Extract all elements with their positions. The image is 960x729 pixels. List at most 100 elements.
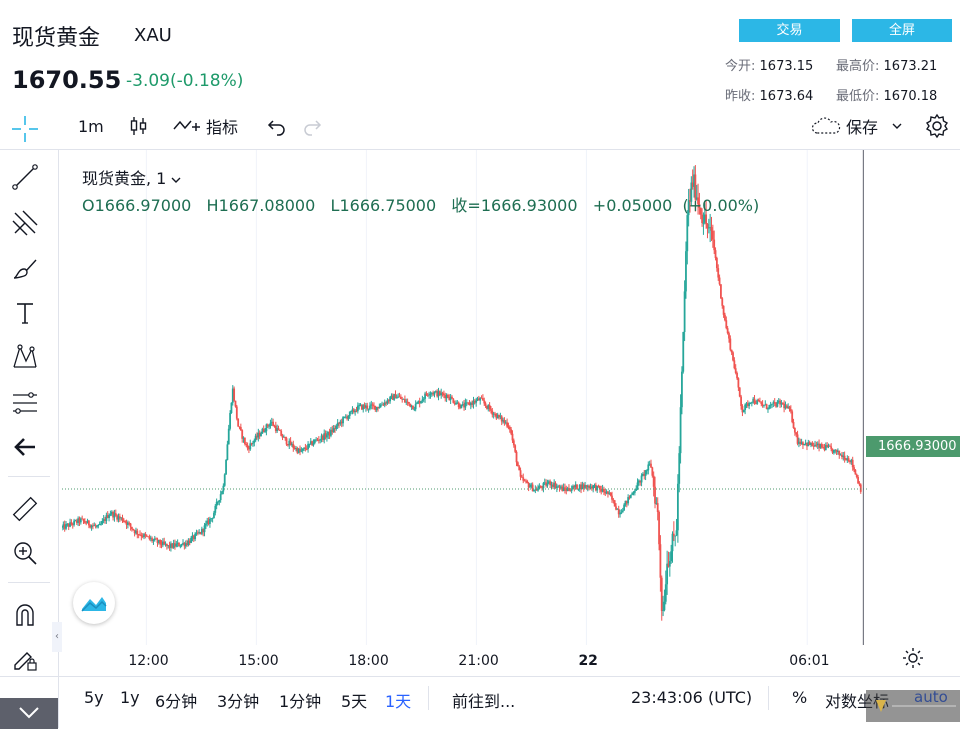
candle: [568, 484, 570, 492]
candle: [737, 377, 740, 392]
candle: [257, 428, 260, 442]
candle: [570, 485, 573, 494]
crosshair-icon: [12, 116, 38, 142]
time-axis-settings[interactable]: [902, 647, 924, 669]
candle: [581, 481, 584, 490]
candle: [438, 390, 441, 396]
range-1min[interactable]: 1分钟: [279, 692, 322, 711]
zoom-tool[interactable]: [8, 536, 42, 570]
collapse-handle[interactable]: ‹: [52, 622, 62, 652]
tool-divider: [8, 476, 50, 477]
candle: [307, 441, 309, 453]
candle: [754, 400, 757, 405]
candle: [808, 440, 811, 446]
candle: [717, 264, 720, 281]
candle: [62, 521, 65, 530]
candle: [736, 371, 738, 380]
legend-symbol[interactable]: 现货黄金, 1: [82, 165, 181, 189]
candle: [846, 455, 849, 463]
candle: [709, 213, 712, 243]
candle: [718, 274, 721, 286]
candle: [250, 442, 253, 446]
text-tool[interactable]: [8, 296, 42, 330]
range-1d[interactable]: 1天: [385, 692, 412, 711]
candle: [96, 524, 98, 529]
candle: [331, 425, 334, 435]
settings-button[interactable]: [924, 113, 950, 139]
candle: [410, 404, 413, 410]
candle: [194, 532, 197, 542]
candle: [500, 414, 503, 426]
candle: [588, 484, 591, 491]
candle: [738, 387, 741, 398]
candle: [447, 393, 449, 399]
watermark-badge-icon: [876, 700, 956, 712]
candle: [506, 418, 509, 429]
utc-clock[interactable]: 23:43:06 (UTC): [631, 688, 753, 707]
instrument-symbol: XAU: [134, 25, 172, 46]
lock-drawings-tool[interactable]: [8, 642, 42, 676]
trend-line-tool[interactable]: [8, 160, 42, 194]
candle: [311, 440, 314, 447]
candle: [188, 538, 191, 546]
save-button[interactable]: 保存: [810, 113, 902, 139]
candle: [379, 403, 382, 408]
range-1y[interactable]: 1y: [120, 688, 140, 707]
candle: [254, 433, 257, 442]
candle: [742, 409, 745, 413]
candle: [77, 516, 80, 527]
candle: [554, 481, 557, 489]
percent-toggle[interactable]: %: [792, 688, 808, 707]
undo-button[interactable]: [266, 113, 288, 139]
trade-button[interactable]: 交易: [739, 19, 840, 42]
candle: [141, 533, 144, 539]
range-5d[interactable]: 5天: [341, 692, 368, 711]
range-6min[interactable]: 6分钟: [155, 692, 198, 711]
interval-button[interactable]: 1m: [78, 116, 104, 136]
candle: [472, 396, 475, 409]
candle: [783, 400, 786, 413]
crosshair-tool[interactable]: [8, 112, 42, 146]
range-3min[interactable]: 3分钟: [217, 692, 260, 711]
pattern-tool[interactable]: [8, 340, 42, 374]
candle: [118, 513, 121, 522]
candle: [850, 458, 853, 465]
sidebar-bottom-bar[interactable]: [0, 698, 58, 729]
candle: [233, 386, 236, 402]
fullscreen-button[interactable]: 全屏: [852, 19, 952, 42]
candle: [114, 509, 117, 517]
zoom-in-icon: [14, 542, 37, 565]
range-5y[interactable]: 5y: [84, 688, 104, 707]
candle: [800, 438, 803, 445]
candle: [203, 522, 206, 537]
candle: [281, 433, 284, 441]
candle: [740, 394, 742, 410]
price-chart[interactable]: [62, 150, 867, 645]
hide-toolbar-tool[interactable]: [8, 430, 42, 464]
candle: [434, 390, 437, 393]
candle: [490, 406, 492, 414]
candle: [637, 479, 640, 486]
instrument-title: 现货黄金: [12, 26, 101, 51]
trend-line-icon: [12, 164, 38, 190]
candle-type-button[interactable]: [128, 113, 150, 139]
candle: [65, 521, 67, 531]
ruler-tool[interactable]: [8, 492, 42, 526]
indicators-button[interactable]: 指标: [172, 113, 238, 139]
candle: [108, 513, 110, 522]
redo-button[interactable]: [301, 113, 323, 139]
brush-tool[interactable]: [8, 252, 42, 286]
prediction-tool[interactable]: [8, 386, 42, 420]
candle: [582, 482, 585, 492]
chart-logo-button[interactable]: [73, 582, 115, 624]
candle: [321, 434, 324, 442]
candle: [110, 510, 113, 517]
goto-button[interactable]: 前往到...: [452, 692, 516, 711]
candle: [230, 402, 233, 414]
pitchfork-tool[interactable]: [8, 206, 42, 240]
candle: [822, 444, 825, 449]
candle: [73, 518, 76, 527]
candle: [252, 440, 254, 447]
magnet-tool[interactable]: [8, 598, 42, 632]
candle: [763, 405, 765, 408]
